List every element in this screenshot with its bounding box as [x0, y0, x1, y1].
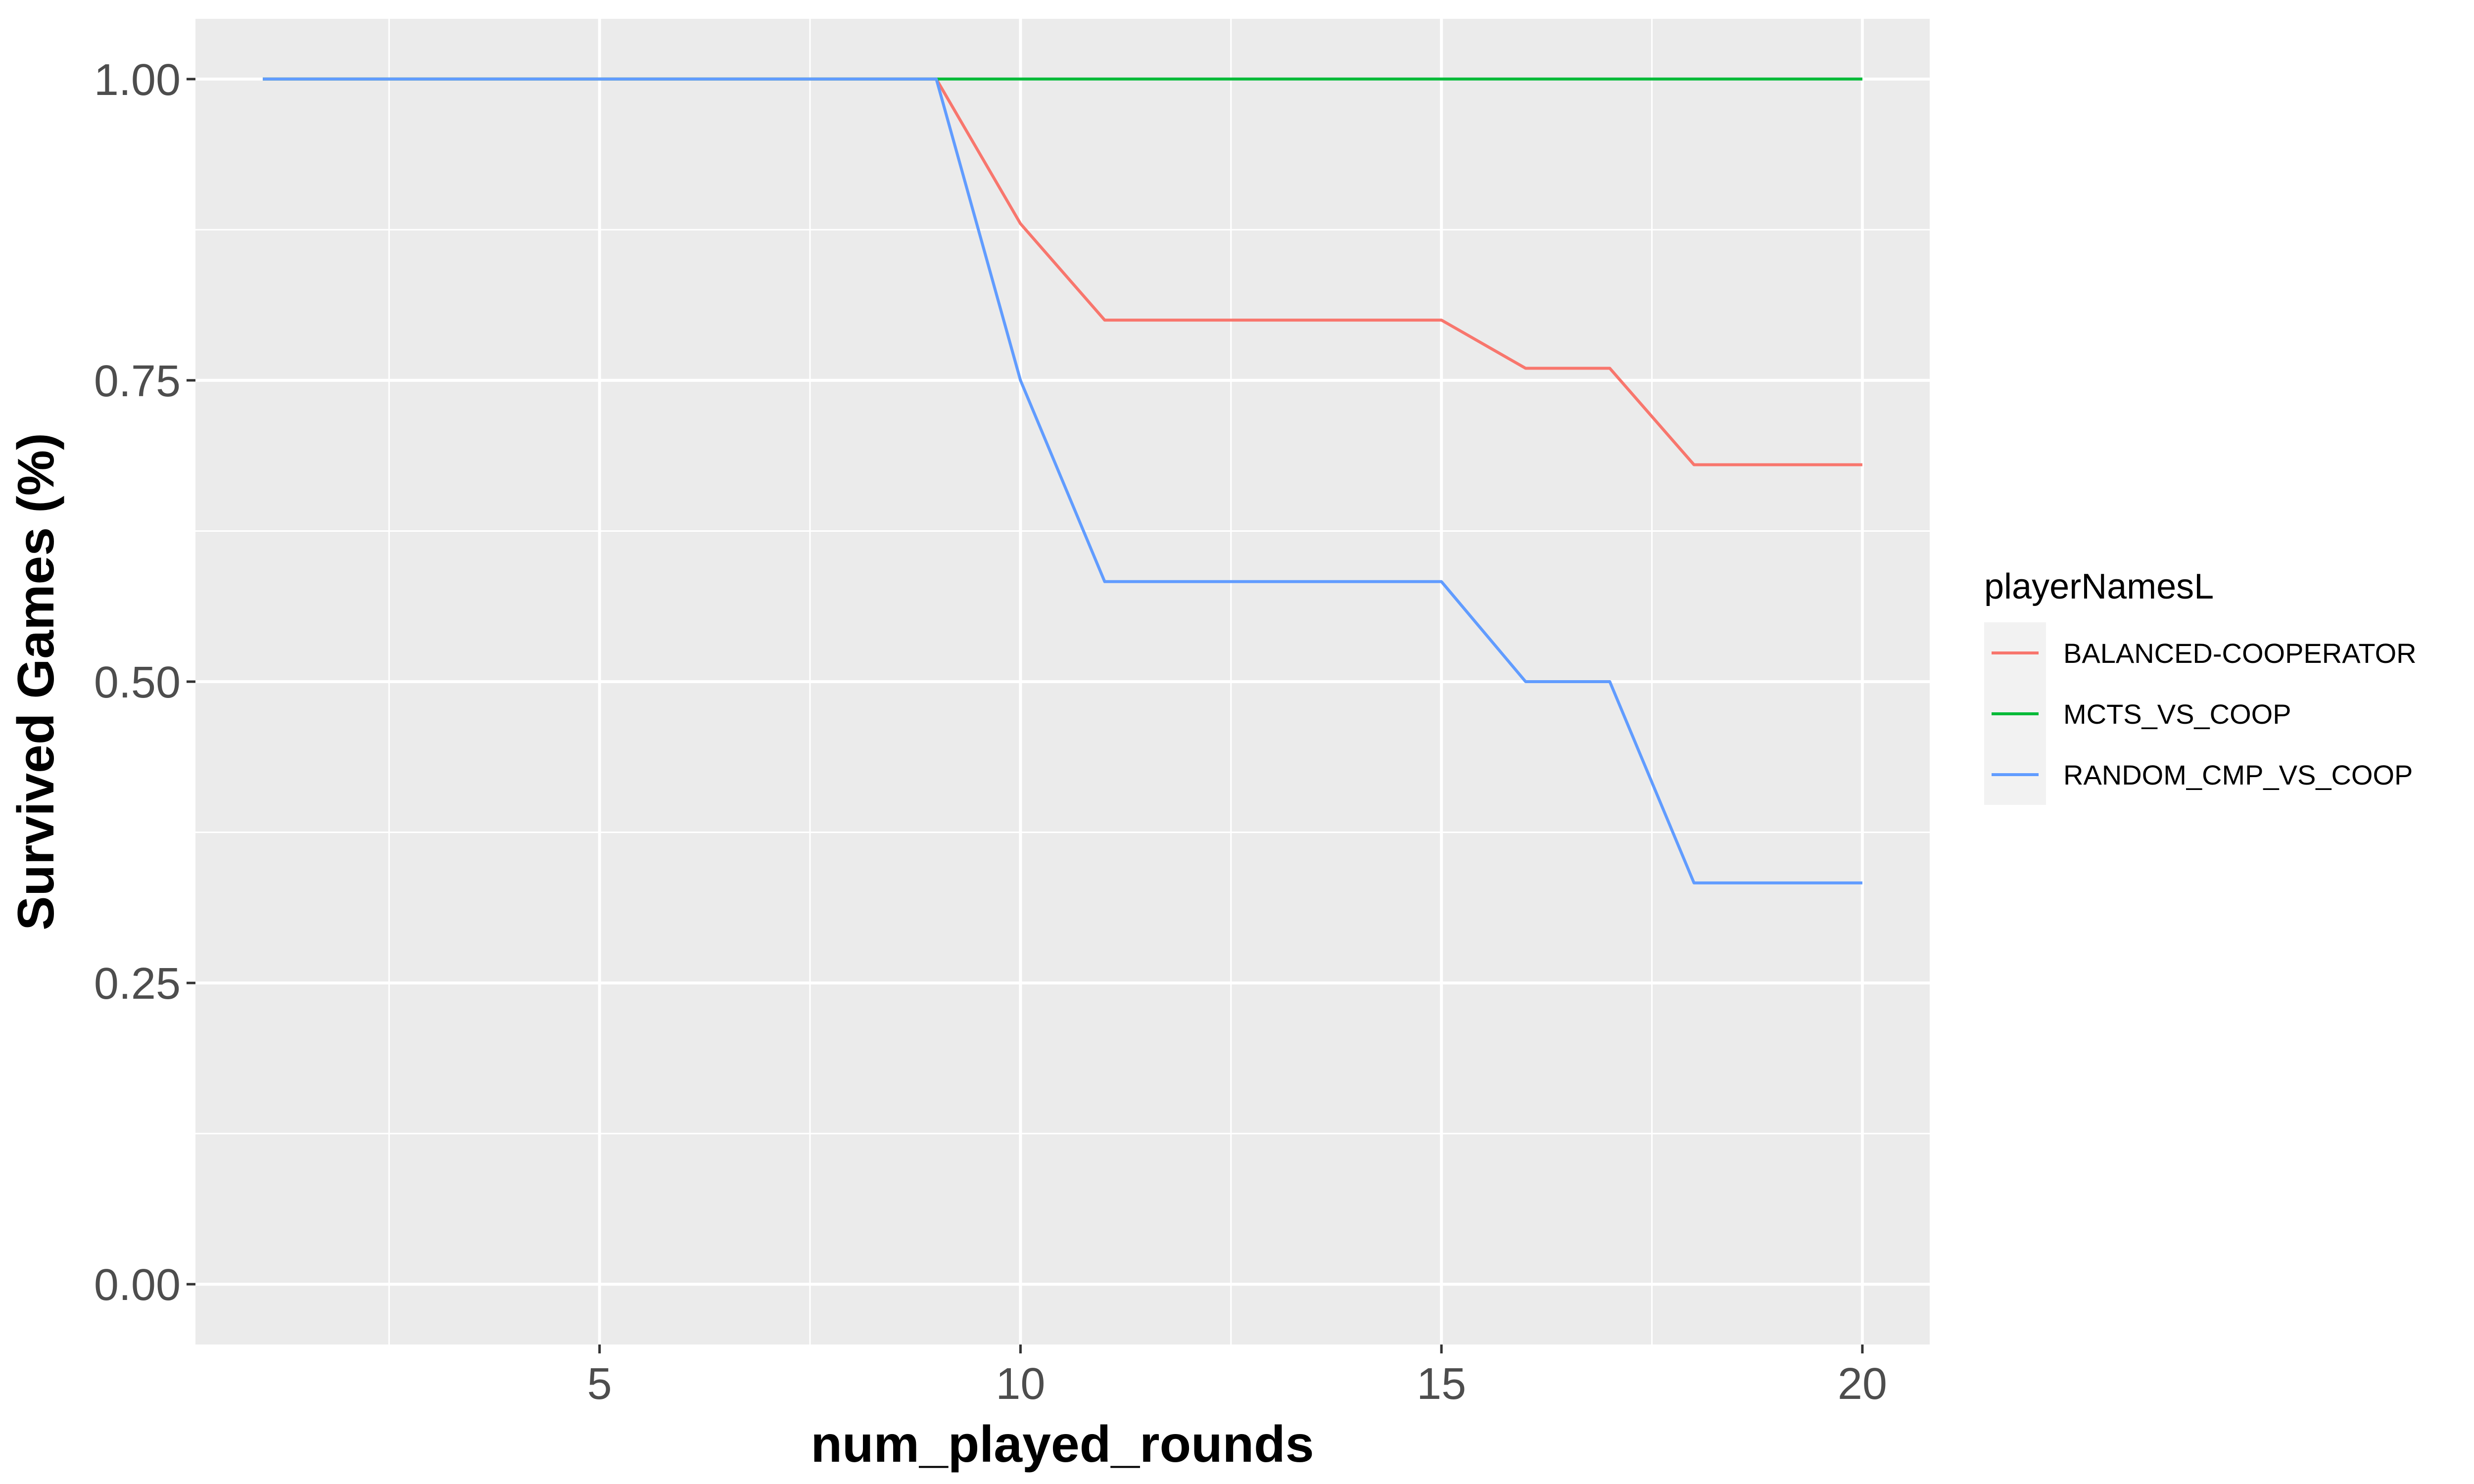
y-tick-label: 0.00 — [94, 1260, 181, 1310]
y-axis-ticks: 0.00 0.25 0.50 0.75 1.00 — [94, 55, 195, 1310]
legend-label: BALANCED-COOPERATOR — [2063, 638, 2417, 669]
x-tick-label: 10 — [996, 1359, 1045, 1409]
x-tick-label: 15 — [1417, 1359, 1466, 1409]
legend-title: playerNamesL — [1984, 567, 2214, 606]
legend-label: RANDOM_CMP_VS_COOP — [2063, 759, 2413, 790]
x-tick-label: 20 — [1838, 1359, 1887, 1409]
major-gridlines — [195, 19, 1930, 1345]
y-tick-label: 0.50 — [94, 658, 181, 707]
x-axis-ticks: 5 10 15 20 — [587, 1345, 1887, 1409]
x-tick-label: 5 — [587, 1359, 612, 1409]
y-axis-title: Survived Games (%) — [7, 433, 65, 930]
legend-items: BALANCED-COOPERATOR MCTS_VS_COOP RANDOM_CM… — [1984, 622, 2417, 805]
series-line-random_cmp_vs_coop — [263, 77, 1862, 884]
y-tick-label: 0.25 — [94, 959, 181, 1009]
legend: playerNamesL BALANCED-COOPERATOR MCTS_VS_… — [1984, 567, 2417, 805]
y-tick-label: 0.75 — [94, 357, 181, 406]
legend-label: MCTS_VS_COOP — [2063, 698, 2291, 730]
x-axis-title: num_played_rounds — [810, 1416, 1314, 1473]
series-lines — [263, 77, 1862, 884]
y-tick-label: 1.00 — [94, 55, 181, 105]
